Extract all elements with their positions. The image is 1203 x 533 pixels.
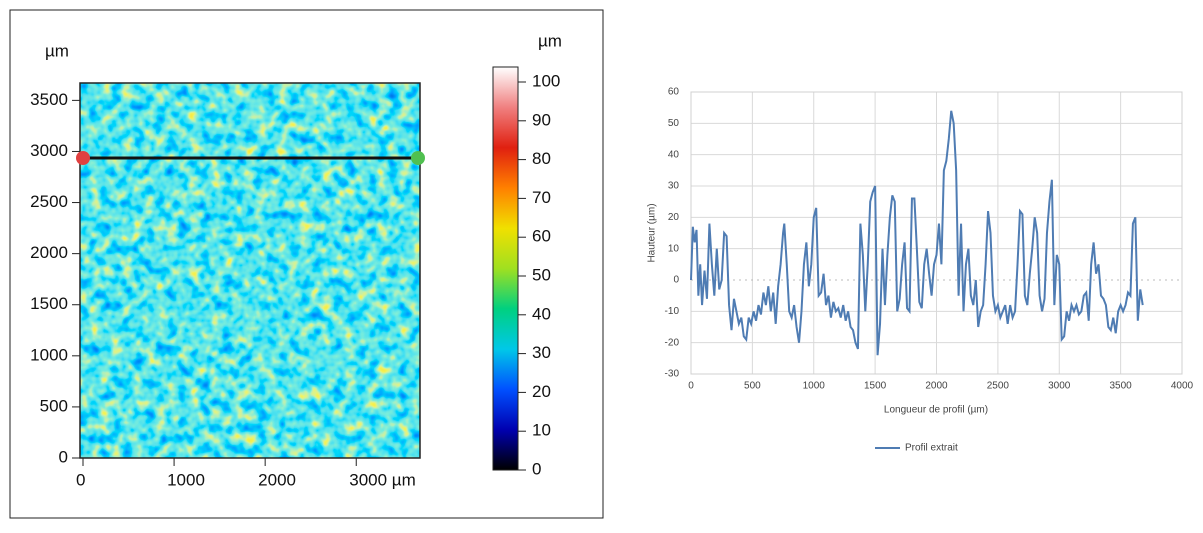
colorbar-tick-label: 40 <box>532 304 551 323</box>
colorbar <box>492 66 519 471</box>
heightmap-panel: µm µm 0 1000 2000 3000 µm050010001500200025… <box>9 9 604 519</box>
colorbar-tick-label: 20 <box>532 382 551 401</box>
y-tick-label: 500 <box>40 396 68 415</box>
profile-chart: Longueur de profil (µm) Hauteur (µm) 0 50… <box>647 87 1194 454</box>
y-tick-label: -20 <box>665 337 680 348</box>
profile-end <box>411 151 425 165</box>
y-tick-label: 0 <box>59 447 68 466</box>
colorbar-tick-label: 70 <box>532 188 551 207</box>
y-tick-label: 1000 <box>30 345 68 364</box>
colorbar-tick-label: 30 <box>532 343 551 362</box>
x-tick-label: 3000 µm <box>349 470 416 489</box>
y-tick-label: 60 <box>668 87 680 98</box>
colorbar-tick-label: 80 <box>532 149 551 168</box>
y-tick-label: 40 <box>668 149 680 160</box>
x-tick-label: 2000 <box>925 381 948 392</box>
profile-start <box>76 151 90 165</box>
x-tick-label: 2000 <box>258 470 296 489</box>
colorbar-tick-label: 90 <box>532 110 551 129</box>
colorbar-tick-label: 100 <box>532 71 560 90</box>
y-tick-label: 0 <box>673 275 679 286</box>
x-tick-label: 2500 <box>987 381 1010 392</box>
map-border <box>79 82 421 459</box>
y-tick-label: 2000 <box>30 243 68 262</box>
x-tick-label: 4000 <box>1171 381 1194 392</box>
y-tick-label: 30 <box>668 181 680 192</box>
y-tick-label: -30 <box>665 369 680 380</box>
series-line <box>690 110 1144 356</box>
y-tick-label: 20 <box>668 212 680 223</box>
plot-border <box>690 91 1183 375</box>
y-tick-label: 1500 <box>30 294 68 313</box>
y-tick-label: 10 <box>668 243 680 254</box>
x-tick-label: 1000 <box>167 470 205 489</box>
y-tick-label: 50 <box>668 118 680 129</box>
x-tick-label: 3000 <box>1048 381 1071 392</box>
x-tick-label: 3500 <box>1110 381 1133 392</box>
height-map <box>80 83 420 458</box>
y-tick-label: 3500 <box>30 90 68 109</box>
y-tick-label: 3000 <box>30 141 68 160</box>
y-tick-label: -10 <box>665 306 680 317</box>
colorbar-tick-label: 60 <box>532 227 551 246</box>
legend-label: Profil extrait <box>905 443 958 454</box>
x-tick-label: 0 <box>688 381 694 392</box>
y-axis-label: Hauteur (µm) <box>647 203 658 262</box>
colorbar-tick-label: 0 <box>532 459 541 478</box>
colorbar-unit: µm <box>538 31 562 50</box>
x-tick-label: 1500 <box>864 381 887 392</box>
y-unit: µm <box>45 41 69 60</box>
colorbar-tick-label: 50 <box>532 265 551 284</box>
x-tick-label: 500 <box>744 381 761 392</box>
x-tick-label: 1000 <box>803 381 826 392</box>
colorbar-tick-label: 10 <box>532 421 551 440</box>
y-tick-label: 2500 <box>30 192 68 211</box>
x-axis-label: Longueur de profil (µm) <box>884 405 988 416</box>
x-tick-label: 0 <box>76 470 85 489</box>
